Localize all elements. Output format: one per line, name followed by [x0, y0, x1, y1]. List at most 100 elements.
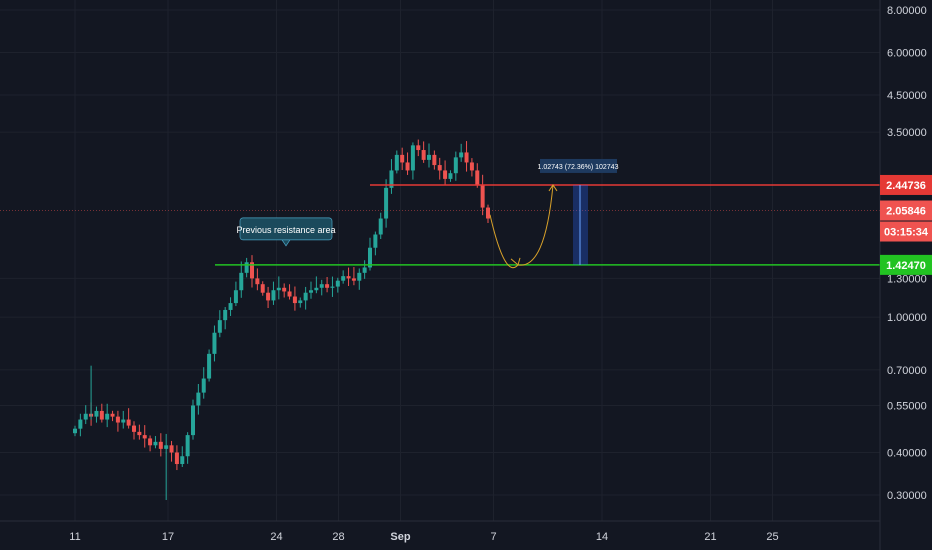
candle-body — [271, 290, 276, 301]
candle-body — [309, 290, 313, 293]
y-tick-label: 6.00000 — [887, 47, 927, 59]
levels — [0, 184, 880, 266]
grid — [0, 0, 880, 521]
candle-body — [126, 419, 131, 426]
arrow-head-up — [548, 184, 558, 192]
candle-body — [228, 303, 233, 310]
resistance-tag — [880, 174, 932, 195]
candle-body — [148, 438, 153, 446]
candle-body — [480, 184, 485, 208]
candle-body — [346, 276, 351, 279]
x-tick-label: 17 — [162, 531, 174, 543]
candle-body — [351, 278, 356, 281]
annotation-text: Previous resistance area — [236, 225, 335, 235]
resistance-tag-text: 2.44736 — [886, 180, 926, 192]
candle-body — [255, 278, 260, 285]
x-tick-label: Sep — [390, 531, 410, 543]
candle-body — [427, 154, 431, 160]
candle-body — [405, 162, 410, 171]
y-tick-label: 8.00000 — [887, 5, 927, 17]
candle-body — [486, 207, 490, 219]
candle-body — [453, 157, 458, 174]
measure-label: 1.02743 (72.36%) 102743 — [538, 164, 619, 171]
x-tick-label: 14 — [596, 531, 608, 543]
candle-body — [239, 272, 244, 291]
x-tick-label: 24 — [270, 531, 282, 543]
candle-body — [164, 445, 169, 449]
y-tick-label: 0.55000 — [887, 400, 927, 412]
time-axis[interactable]: 11 17 24 28 Sep 7 14 21 25 — [69, 531, 778, 543]
candle-body — [83, 413, 88, 420]
candle-body — [201, 378, 206, 393]
measure-label-bg — [540, 158, 617, 173]
candle-body — [335, 280, 340, 287]
candle-body — [105, 413, 110, 420]
candle-body — [153, 441, 158, 446]
candle-body — [432, 154, 437, 166]
candle-body — [78, 419, 83, 429]
candle-body — [319, 284, 324, 288]
annotation-pointer — [281, 239, 291, 247]
candle-body — [196, 392, 201, 406]
candle-body — [475, 170, 480, 185]
candle-body — [132, 425, 136, 432]
candle-body — [244, 262, 249, 273]
candle-body — [362, 267, 367, 273]
candle-body — [174, 452, 179, 465]
candle-body — [325, 284, 330, 288]
x-tick-label: 7 — [490, 531, 496, 543]
x-tick-label: 28 — [332, 531, 344, 543]
price-axis[interactable]: 8.00000 6.00000 4.50000 3.50000 1.30000 1.000… — [887, 5, 927, 502]
candle-body — [410, 145, 415, 171]
candle-body — [99, 410, 104, 420]
candle-body — [142, 435, 147, 439]
candle-body — [233, 290, 238, 304]
candles — [73, 139, 490, 501]
candle-body — [121, 419, 126, 423]
countdown-tag-text: 03:15:34 — [884, 227, 929, 239]
candle-body — [276, 287, 281, 291]
candle-body — [158, 441, 163, 449]
candle-body — [469, 162, 474, 171]
candle-body — [185, 435, 190, 457]
y-tick-label: 0.70000 — [887, 365, 927, 377]
x-tick-label: 25 — [766, 531, 778, 543]
candle-body — [298, 300, 303, 304]
candle-body — [357, 272, 362, 281]
candle-body — [191, 405, 195, 436]
candle-body — [443, 170, 448, 179]
candle-body — [223, 309, 228, 321]
candle-body — [110, 413, 115, 417]
candle-body — [314, 287, 319, 291]
candle-body — [416, 145, 421, 151]
y-tick-label: 4.50000 — [887, 90, 927, 102]
candle-body — [459, 152, 464, 158]
candle-body — [73, 428, 77, 434]
candle-body — [207, 353, 212, 379]
candle-body — [217, 320, 222, 333]
price-tags: 2.44736 2.05846 03:15:34 1.42470 — [880, 174, 932, 275]
candle-body — [368, 247, 372, 268]
candle-body — [287, 291, 292, 297]
candle-body — [394, 154, 399, 171]
candle-body — [421, 150, 426, 160]
candle-body — [389, 170, 394, 188]
candle-body — [292, 296, 297, 304]
x-tick-label: 21 — [704, 531, 716, 543]
candle-body — [169, 445, 174, 453]
candle-body — [330, 286, 335, 288]
candle-body — [448, 173, 453, 179]
candle-body — [282, 287, 287, 292]
candle-body — [260, 284, 265, 293]
y-tick-label: 1.00000 — [887, 312, 927, 324]
candle-body — [341, 276, 346, 281]
candle-body — [373, 234, 378, 248]
x-tick-label: 11 — [69, 531, 80, 543]
y-tick-label: 1.30000 — [887, 273, 927, 285]
candle-body — [250, 262, 254, 279]
y-tick-label: 3.50000 — [887, 127, 927, 139]
candle-body — [115, 416, 120, 423]
drawings: Previous resistance area 1.02743 (72.36%)… — [236, 158, 619, 269]
